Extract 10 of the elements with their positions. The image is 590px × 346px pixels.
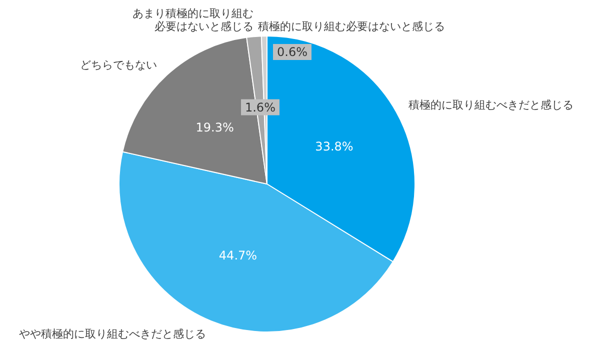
slice-label: やや積極的に取り組むべきだと感じる: [18, 328, 206, 341]
slice-label: あまり積極的に取り組む必要はないと感じる: [132, 7, 254, 33]
slice-label: どちらでもない: [80, 58, 158, 72]
slice-label: 積極的に取り組む必要はないと感じる: [258, 20, 446, 33]
data-label: 19.3%: [196, 120, 234, 134]
data-label: 44.7%: [218, 248, 258, 262]
data-label: 33.8%: [315, 139, 354, 154]
data-label: 0.6%: [277, 45, 308, 59]
data-label: 1.6%: [244, 100, 276, 114]
slice-label: 積極的に取り組むべきだと感じる: [408, 98, 574, 112]
